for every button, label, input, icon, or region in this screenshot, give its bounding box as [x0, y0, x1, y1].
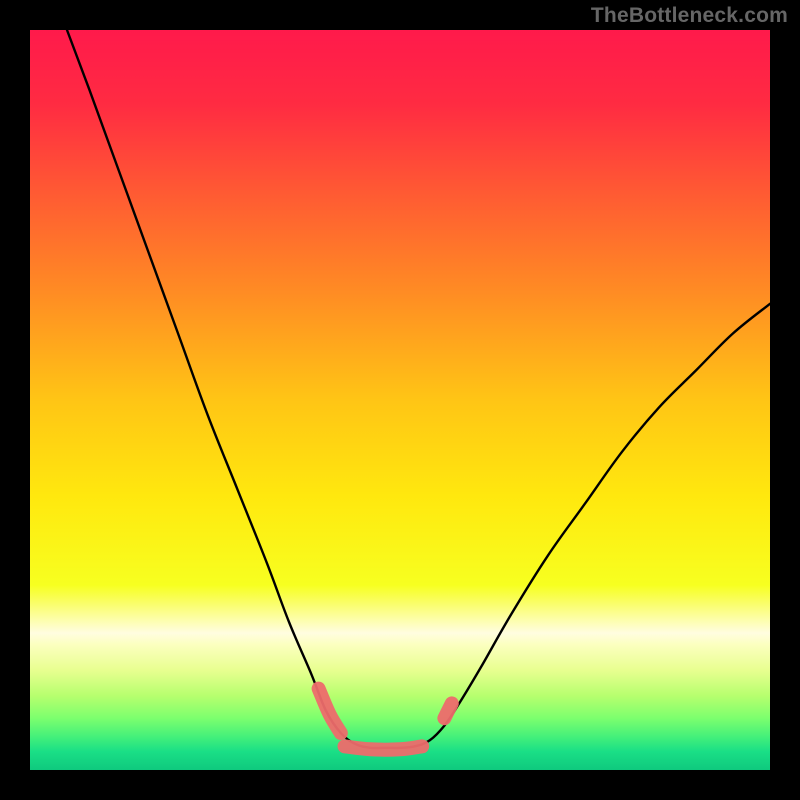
- highlight-segment-1: [345, 746, 423, 749]
- plot-area: [30, 30, 770, 770]
- watermark-text: TheBottleneck.com: [591, 4, 788, 28]
- chart-frame: TheBottleneck.com: [0, 0, 800, 800]
- bottleneck-curve-svg: [0, 0, 800, 800]
- gradient-background: [30, 30, 770, 770]
- highlight-segment-2: [444, 703, 451, 718]
